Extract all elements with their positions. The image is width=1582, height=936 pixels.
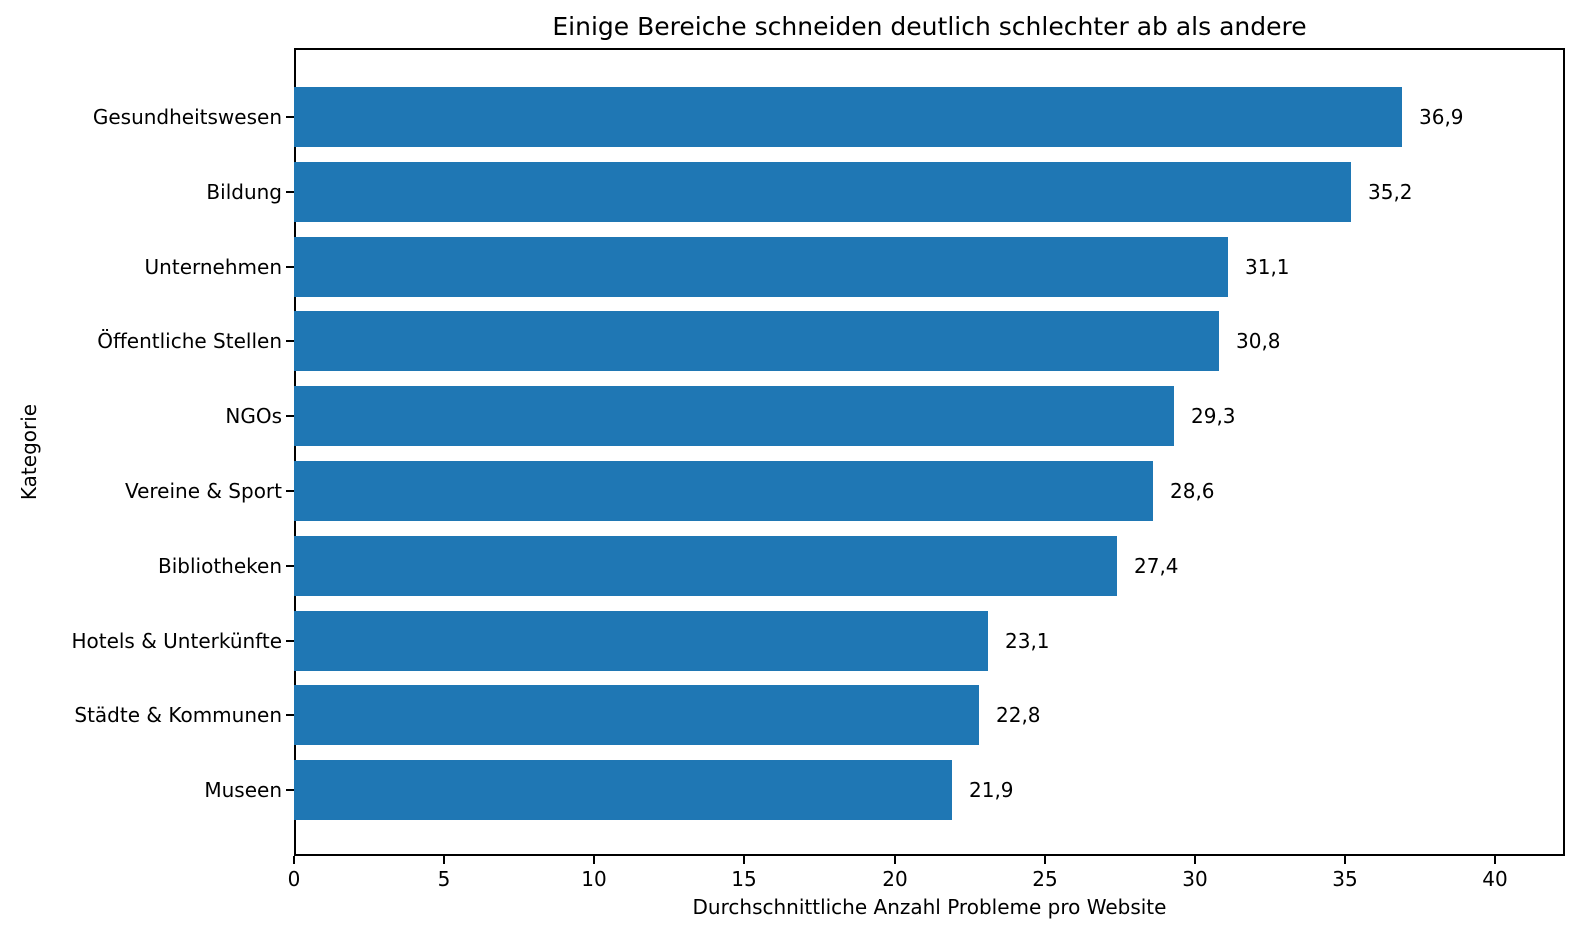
x-tick-mark [1194,856,1196,864]
y-tick-mark [286,789,294,792]
bar [294,461,1153,521]
y-tick-mark [286,265,294,268]
chart-title: Einige Bereiche schneiden deutlich schle… [552,12,1307,41]
x-tick-label: 30 [1182,867,1208,891]
y-tick-mark [286,340,294,343]
y-tick-mark [286,564,294,567]
y-tick-mark [286,116,294,118]
x-tick-label: 40 [1482,867,1508,891]
bar [294,161,1351,222]
x-tick-mark [1494,856,1496,864]
y-tick-mark [286,639,294,642]
bar [294,610,988,671]
y-tick-label: NGOs [225,404,282,429]
y-tick-label: Städte & Kommunen [74,703,282,728]
bar-value-label: 35,2 [1368,179,1413,204]
x-tick-mark [894,856,896,864]
x-tick-label: 0 [287,867,301,891]
y-tick-label: Bibliotheken [158,553,282,578]
y-tick-mark [286,415,294,418]
x-tick-label: 5 [437,867,451,891]
plot-area: 36,9 35,2 31,1 30,8 29,3 28,6 27,4 23,1 22,8 21,9 [294,48,1565,856]
y-tick-label: Unternehmen [144,254,282,279]
y-tick-label: Hotels & Unterkünfte [71,628,282,653]
y-tick-mark [286,714,294,717]
bar-value-label: 28,6 [1170,479,1215,503]
x-axis-label: Durchschnittliche Anzahl Probleme pro We… [692,895,1167,919]
bar-value-label: 29,3 [1191,404,1236,429]
bar [294,760,952,821]
x-tick-label: 25 [1032,867,1058,891]
y-tick-label: Bildung [206,179,282,204]
bar-value-label: 22,8 [996,703,1041,728]
x-tick-label: 10 [581,867,607,891]
x-tick-mark [1044,856,1046,864]
bar [294,311,1219,372]
bar [294,386,1174,447]
x-tick-mark [443,856,445,864]
y-tick-label: Museen [204,778,282,803]
x-tick-label: 20 [882,867,908,891]
x-tick-label: 15 [731,867,757,891]
bar [294,535,1117,596]
y-tick-label: Öffentliche Stellen [97,329,282,354]
bar-value-label: 36,9 [1419,105,1464,129]
bar [294,236,1228,297]
y-tick-mark [286,190,294,193]
bar-value-label: 31,1 [1245,254,1290,279]
x-tick-mark [743,856,745,864]
bar-value-label: 23,1 [1005,628,1050,653]
bar [294,685,979,746]
x-tick-mark [1344,856,1346,864]
x-tick-label: 35 [1332,867,1358,891]
y-tick-label: Gesundheitswesen [92,105,282,129]
y-tick-mark [286,490,294,492]
x-tick-mark [293,856,295,864]
y-axis-label: Kategorie [17,403,41,501]
bar-value-label: 30,8 [1236,329,1281,354]
y-tick-label: Vereine & Sport [124,479,282,503]
bar [294,87,1402,147]
bar-value-label: 21,9 [969,778,1014,803]
x-tick-mark [593,856,595,864]
bar-value-label: 27,4 [1134,553,1179,578]
